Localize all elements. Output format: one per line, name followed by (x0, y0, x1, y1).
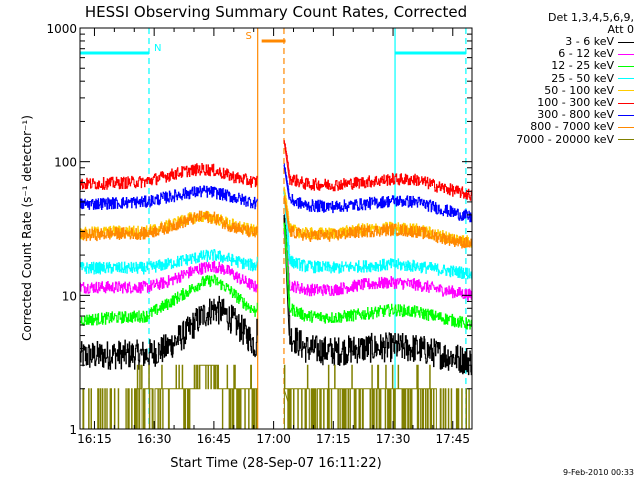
series-spike-8 (283, 388, 290, 406)
footer-date: 9-Feb-2010 00:33 (563, 468, 634, 477)
y-tick-label-2: 100 (54, 156, 77, 170)
series-line-1-seg-0 (80, 260, 258, 294)
series-line-2-seg-1 (283, 222, 473, 330)
y-tick-label-1: 10 (62, 289, 77, 303)
x-tick-label-4: 17:15 (316, 432, 351, 446)
x-tick-label-0: 16:15 (77, 432, 112, 446)
series-spike-6 (283, 164, 290, 200)
legend-label: 100 - 300 keV (537, 96, 614, 110)
legend-entry: 800 - 7000 keV (486, 121, 634, 133)
legend-entry: 6 - 12 keV (486, 48, 634, 60)
x-tick-label-2: 16:45 (197, 432, 232, 446)
legend-entry: 3 - 6 keV (486, 36, 634, 48)
axis-ticks: 16:15 16:30 16:45 17:00 17:15 17:30 17:45 1 10 10… (46, 22, 472, 446)
x-tick-label-6: 17:45 (435, 432, 470, 446)
y-tick-label-0: 1 (69, 423, 77, 437)
x-axis-label: Start Time (28-Sep-07 16:11:22) (170, 456, 381, 471)
x-tick-label-1: 16:30 (137, 432, 172, 446)
series-line-3-seg-0 (80, 249, 258, 275)
legend-swatch (618, 41, 634, 43)
series-line-2-seg-0 (80, 274, 258, 326)
x-tick-label-5: 17:30 (376, 432, 411, 446)
legend-label: 50 - 100 keV (544, 83, 614, 97)
legend-entry: 100 - 300 keV (486, 97, 634, 109)
chart-title: HESSI Observing Summary Count Rates, Cor… (85, 3, 467, 21)
legend-swatch (618, 78, 634, 80)
series-line-7-seg-0 (80, 210, 258, 242)
legend-label: 3 - 6 keV (565, 35, 614, 49)
legend-swatch (618, 139, 634, 141)
series-line-5-seg-1 (283, 140, 473, 201)
flag-label-N: N (154, 43, 161, 54)
legend-label: 6 - 12 keV (558, 47, 614, 61)
series-line-6-seg-1 (283, 163, 473, 223)
series-spike-7 (283, 196, 290, 232)
legend-entry: 7000 - 20000 keV (486, 132, 634, 146)
series-spike-2 (283, 222, 290, 309)
plot-frame (79, 27, 473, 430)
legend-label: 25 - 50 keV (551, 71, 614, 85)
legend-header-line-2: Att 0 (607, 23, 634, 36)
series-line-0-seg-1 (283, 214, 473, 376)
legend-label: 7000 - 20000 keV (516, 132, 614, 146)
y-axis-label: Corrected Count Rate (s⁻¹ detector⁻¹) (20, 115, 34, 341)
legend-swatch (618, 65, 634, 67)
legend-label: 300 - 800 keV (537, 108, 614, 122)
series-line-0-seg-0 (80, 295, 258, 370)
legend-swatch (618, 126, 634, 128)
series-line-5-seg-0 (80, 163, 258, 190)
legend-entry: 12 - 25 keV (486, 60, 634, 72)
legend-entry: 50 - 100 keV (486, 83, 634, 97)
legend-entry: 300 - 800 keV (486, 109, 634, 121)
legend-header-line-1: Det 1,3,4,5,6,9, (547, 11, 634, 24)
series-line-3-seg-1 (283, 191, 473, 280)
legend-entries: 3 - 6 keV 6 - 12 keV 12 - 25 keV 25 - 50 ke… (486, 36, 634, 146)
flag-label-S: S (246, 31, 252, 42)
legend-label: 12 - 25 keV (551, 59, 614, 73)
legend-swatch (618, 90, 634, 92)
legend-entry: 25 - 50 keV (486, 71, 634, 85)
legend-swatch (618, 102, 634, 104)
legend-label: 800 - 7000 keV (530, 120, 614, 134)
series-line-1-seg-1 (283, 230, 473, 302)
plot-data: NS (80, 28, 473, 430)
series-line-7-seg-1 (283, 195, 473, 249)
series-spike-5 (283, 140, 290, 179)
legend-swatch (618, 114, 634, 116)
x-tick-label-3: 17:00 (256, 432, 291, 446)
legend: Det 1,3,4,5,6,9, Att 0 3 - 6 keV 6 - 12 k… (486, 12, 634, 146)
legend-swatch (618, 53, 634, 55)
y-tick-label-3: 1000 (46, 22, 77, 36)
series-line-6-seg-0 (80, 185, 258, 210)
